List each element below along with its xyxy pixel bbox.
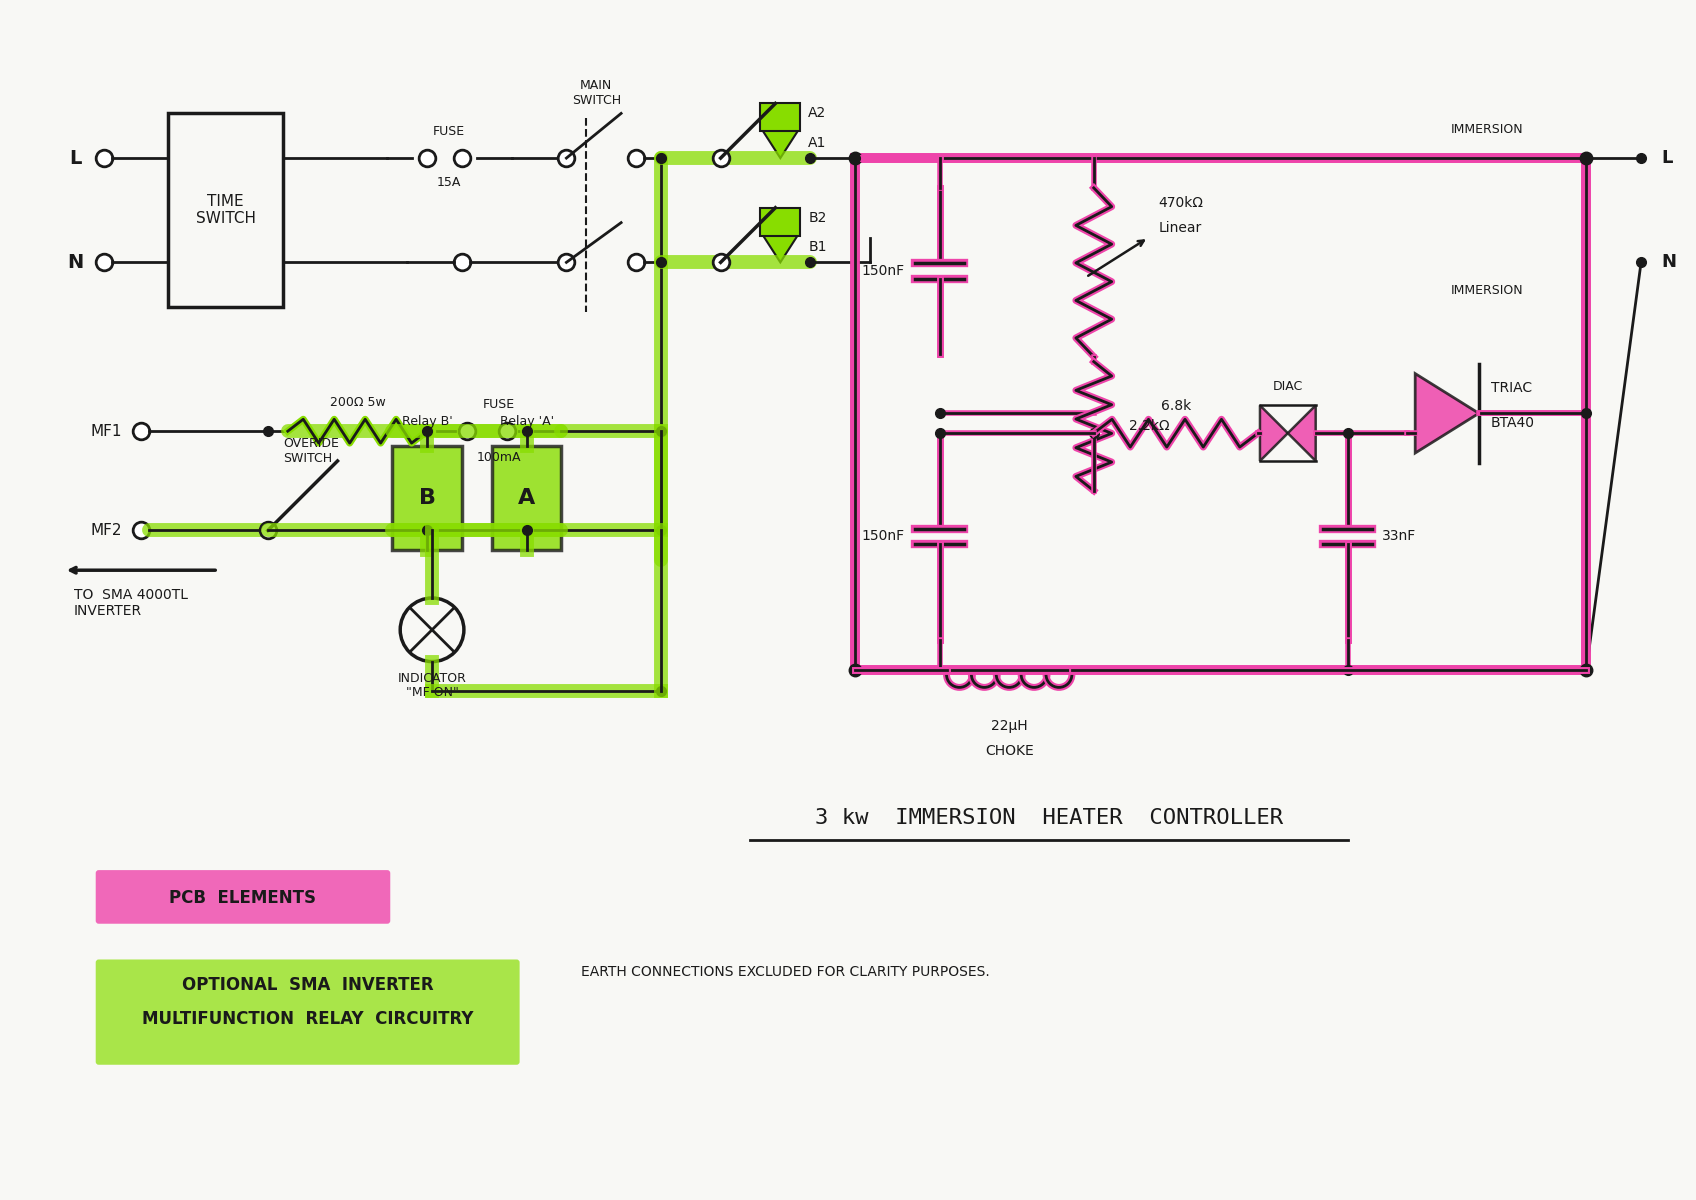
Text: BTA40: BTA40 — [1491, 416, 1535, 431]
Polygon shape — [763, 234, 799, 263]
Text: B2: B2 — [809, 211, 826, 224]
Bar — [392, 446, 461, 551]
Polygon shape — [1260, 406, 1287, 461]
Text: MULTIFUNCTION  RELAY  CIRCUITRY: MULTIFUNCTION RELAY CIRCUITRY — [142, 1010, 473, 1028]
Text: 33nF: 33nF — [1382, 529, 1416, 544]
Text: TO  SMA 4000TL
INVERTER: TO SMA 4000TL INVERTER — [75, 588, 188, 618]
Text: Linear: Linear — [1158, 221, 1202, 235]
FancyBboxPatch shape — [95, 870, 390, 924]
Text: INDICATOR
"MF ON": INDICATOR "MF ON" — [397, 672, 466, 700]
Text: MAIN
SWITCH: MAIN SWITCH — [572, 79, 621, 107]
Text: N: N — [68, 253, 83, 272]
Bar — [492, 446, 561, 551]
Text: MF2: MF2 — [90, 523, 122, 538]
Polygon shape — [1287, 406, 1316, 461]
Bar — [168, 114, 283, 307]
Text: 22μH: 22μH — [990, 719, 1028, 733]
Bar — [760, 103, 801, 131]
Text: OVERIDE
SWITCH: OVERIDE SWITCH — [283, 437, 339, 466]
Text: L: L — [1660, 149, 1672, 167]
Text: 150nF: 150nF — [862, 264, 904, 278]
Text: 15A: 15A — [438, 176, 461, 188]
Text: EARTH CONNECTIONS EXCLUDED FOR CLARITY PURPOSES.: EARTH CONNECTIONS EXCLUDED FOR CLARITY P… — [582, 965, 990, 979]
Bar — [855, 158, 1586, 670]
Text: B: B — [419, 487, 436, 508]
Text: 150nF: 150nF — [862, 529, 904, 544]
Text: A1: A1 — [809, 136, 826, 150]
Text: 2.2kΩ: 2.2kΩ — [1128, 419, 1169, 433]
Text: CHOKE: CHOKE — [985, 744, 1033, 758]
Text: Relay 'A': Relay 'A' — [500, 415, 553, 428]
Text: A: A — [517, 487, 536, 508]
Text: 470kΩ: 470kΩ — [1158, 196, 1204, 210]
Text: N: N — [1660, 253, 1676, 271]
Text: DIAC: DIAC — [1272, 380, 1303, 394]
Text: B1: B1 — [809, 240, 826, 254]
Bar — [760, 208, 801, 235]
Text: TRIAC: TRIAC — [1491, 382, 1531, 396]
Text: FUSE: FUSE — [483, 398, 516, 412]
FancyBboxPatch shape — [95, 960, 519, 1064]
Text: IMMERSION: IMMERSION — [1450, 284, 1523, 298]
Text: MF1: MF1 — [90, 424, 122, 439]
Text: OPTIONAL  SMA  INVERTER: OPTIONAL SMA INVERTER — [181, 977, 434, 995]
Text: PCB  ELEMENTS: PCB ELEMENTS — [170, 889, 317, 907]
Text: 6.8k: 6.8k — [1160, 400, 1191, 413]
Text: A2: A2 — [809, 107, 826, 120]
Text: L: L — [70, 149, 81, 168]
Text: 3 kw  IMMERSION  HEATER  CONTROLLER: 3 kw IMMERSION HEATER CONTROLLER — [816, 809, 1284, 828]
Polygon shape — [763, 131, 799, 158]
Text: IMMERSION: IMMERSION — [1450, 124, 1523, 137]
Text: FUSE: FUSE — [432, 125, 465, 138]
Text: 200Ω 5w: 200Ω 5w — [329, 396, 385, 409]
Polygon shape — [1414, 373, 1479, 454]
Text: Relay B': Relay B' — [402, 415, 453, 428]
Text: 100mA: 100mA — [477, 451, 521, 464]
Text: TIME
SWITCH: TIME SWITCH — [195, 194, 256, 227]
